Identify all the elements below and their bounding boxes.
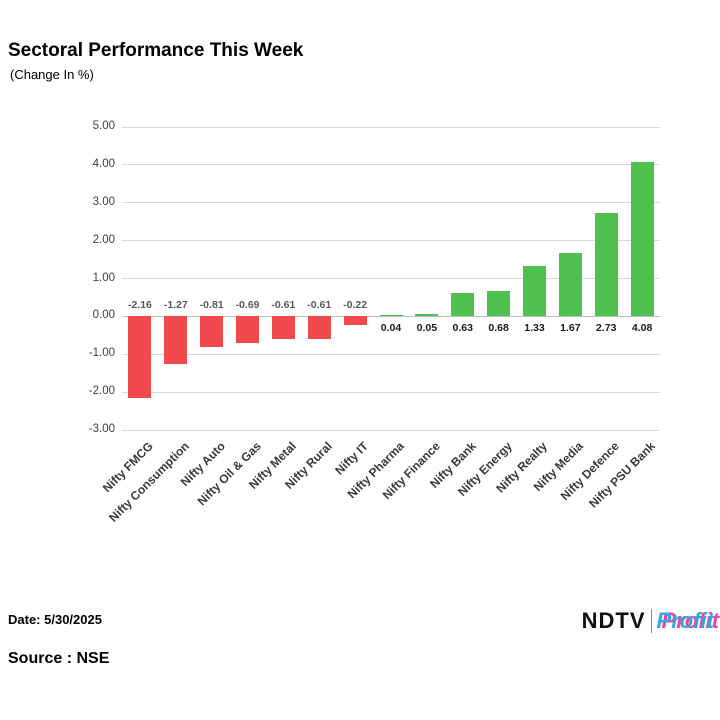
y-axis-tick-label: -3.00 [88, 423, 115, 435]
bar-value-label: 0.63 [452, 322, 473, 335]
logo-separator [650, 609, 652, 633]
gridline [122, 202, 660, 204]
gridline [122, 353, 660, 355]
bar-value-label: 0.68 [488, 322, 509, 335]
bar-value-label: -0.69 [235, 299, 260, 312]
bar-value-label: -0.81 [199, 299, 224, 312]
y-axis-tick-label: 0.00 [92, 309, 115, 322]
bar-nifty-consumption [164, 316, 188, 365]
source-label: Source : NSE [8, 650, 110, 667]
gridline [122, 278, 660, 279]
bar-nifty-metal [271, 316, 295, 340]
x-axis-zero-line [122, 315, 660, 317]
gridline [122, 429, 660, 431]
bar-value-label: 1.67 [560, 322, 581, 335]
bar-nifty-finance [415, 314, 439, 317]
bar-nifty-auto [200, 316, 224, 348]
y-axis-tick-label: 5.00 [92, 120, 115, 132]
gridline [122, 126, 660, 128]
gridline [122, 240, 660, 242]
bar-nifty-defence [594, 212, 618, 317]
bar-value-label: -2.16 [127, 299, 152, 312]
bar-value-label: -0.61 [307, 299, 332, 312]
bar-value-label: 2.73 [595, 322, 617, 335]
y-axis-tick-label: 3.00 [92, 195, 115, 208]
bar-nifty-bank [451, 292, 475, 317]
bar-value-label: 0.05 [416, 322, 438, 335]
profit-logo-text: Profit Profit [656, 608, 719, 634]
y-axis-tick-label: -2.00 [88, 385, 115, 398]
y-axis-tick-label: -1.00 [88, 347, 115, 360]
bar-nifty-rural [307, 316, 331, 340]
bar-nifty-energy [487, 290, 511, 317]
bar-nifty-oil-gas [236, 316, 260, 343]
profit-logo-blue-layer: Profit [656, 608, 714, 633]
y-axis-tick-label: 4.00 [92, 157, 115, 170]
bar-nifty-fmcg [128, 316, 152, 399]
bar-nifty-realty [522, 266, 546, 317]
bar-value-label: 1.33 [524, 322, 545, 335]
bar-nifty-pharma [379, 314, 403, 317]
date-label: Date: 5/30/2025 [8, 612, 102, 627]
bar-nifty-psu-bank [630, 161, 654, 317]
bar-value-label: 4.08 [631, 322, 653, 335]
bar-value-label: 0.04 [380, 322, 402, 335]
chart-subtitle: (Change In %) [10, 67, 94, 82]
gridline [122, 164, 660, 166]
bar-nifty-it [343, 316, 367, 325]
y-axis-tick-label: 2.00 [92, 233, 115, 246]
gridline [122, 391, 660, 393]
bar-value-label: -0.22 [343, 299, 368, 312]
bar-nifty-media [558, 253, 582, 317]
bar-value-label: -1.27 [163, 299, 188, 312]
chart-title: Sectoral Performance This Week [8, 40, 304, 61]
y-axis-tick-label: 1.00 [92, 271, 115, 284]
ndtv-profit-logo: NDTV Profit Profit [581, 608, 719, 634]
bar-value-label: -0.61 [271, 299, 296, 312]
ndtv-logo-text: NDTV [581, 608, 646, 633]
profit-logo-pink-layer: Profit [661, 608, 719, 633]
